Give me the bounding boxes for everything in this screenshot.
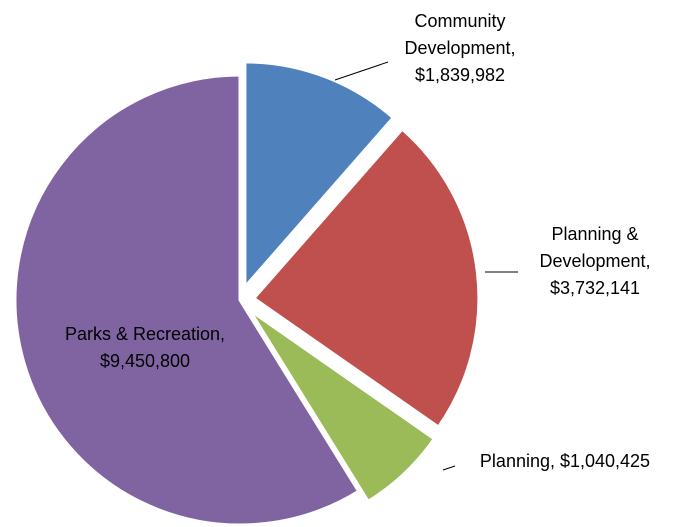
data-label: Community Development, $1,839,982 — [404, 11, 515, 85]
pie-slice — [248, 308, 437, 504]
data-label: Planning & Development, $3,732,141 — [539, 224, 650, 298]
leader-line — [334, 61, 389, 81]
data-label: Planning, $1,040,425 — [480, 451, 650, 471]
pie-slice — [251, 126, 481, 430]
data-label: Parks & Recreation, $9,450,800 — [65, 324, 225, 371]
leader-line — [442, 465, 456, 471]
pie-slice — [13, 73, 361, 527]
pie-slice — [243, 60, 396, 291]
